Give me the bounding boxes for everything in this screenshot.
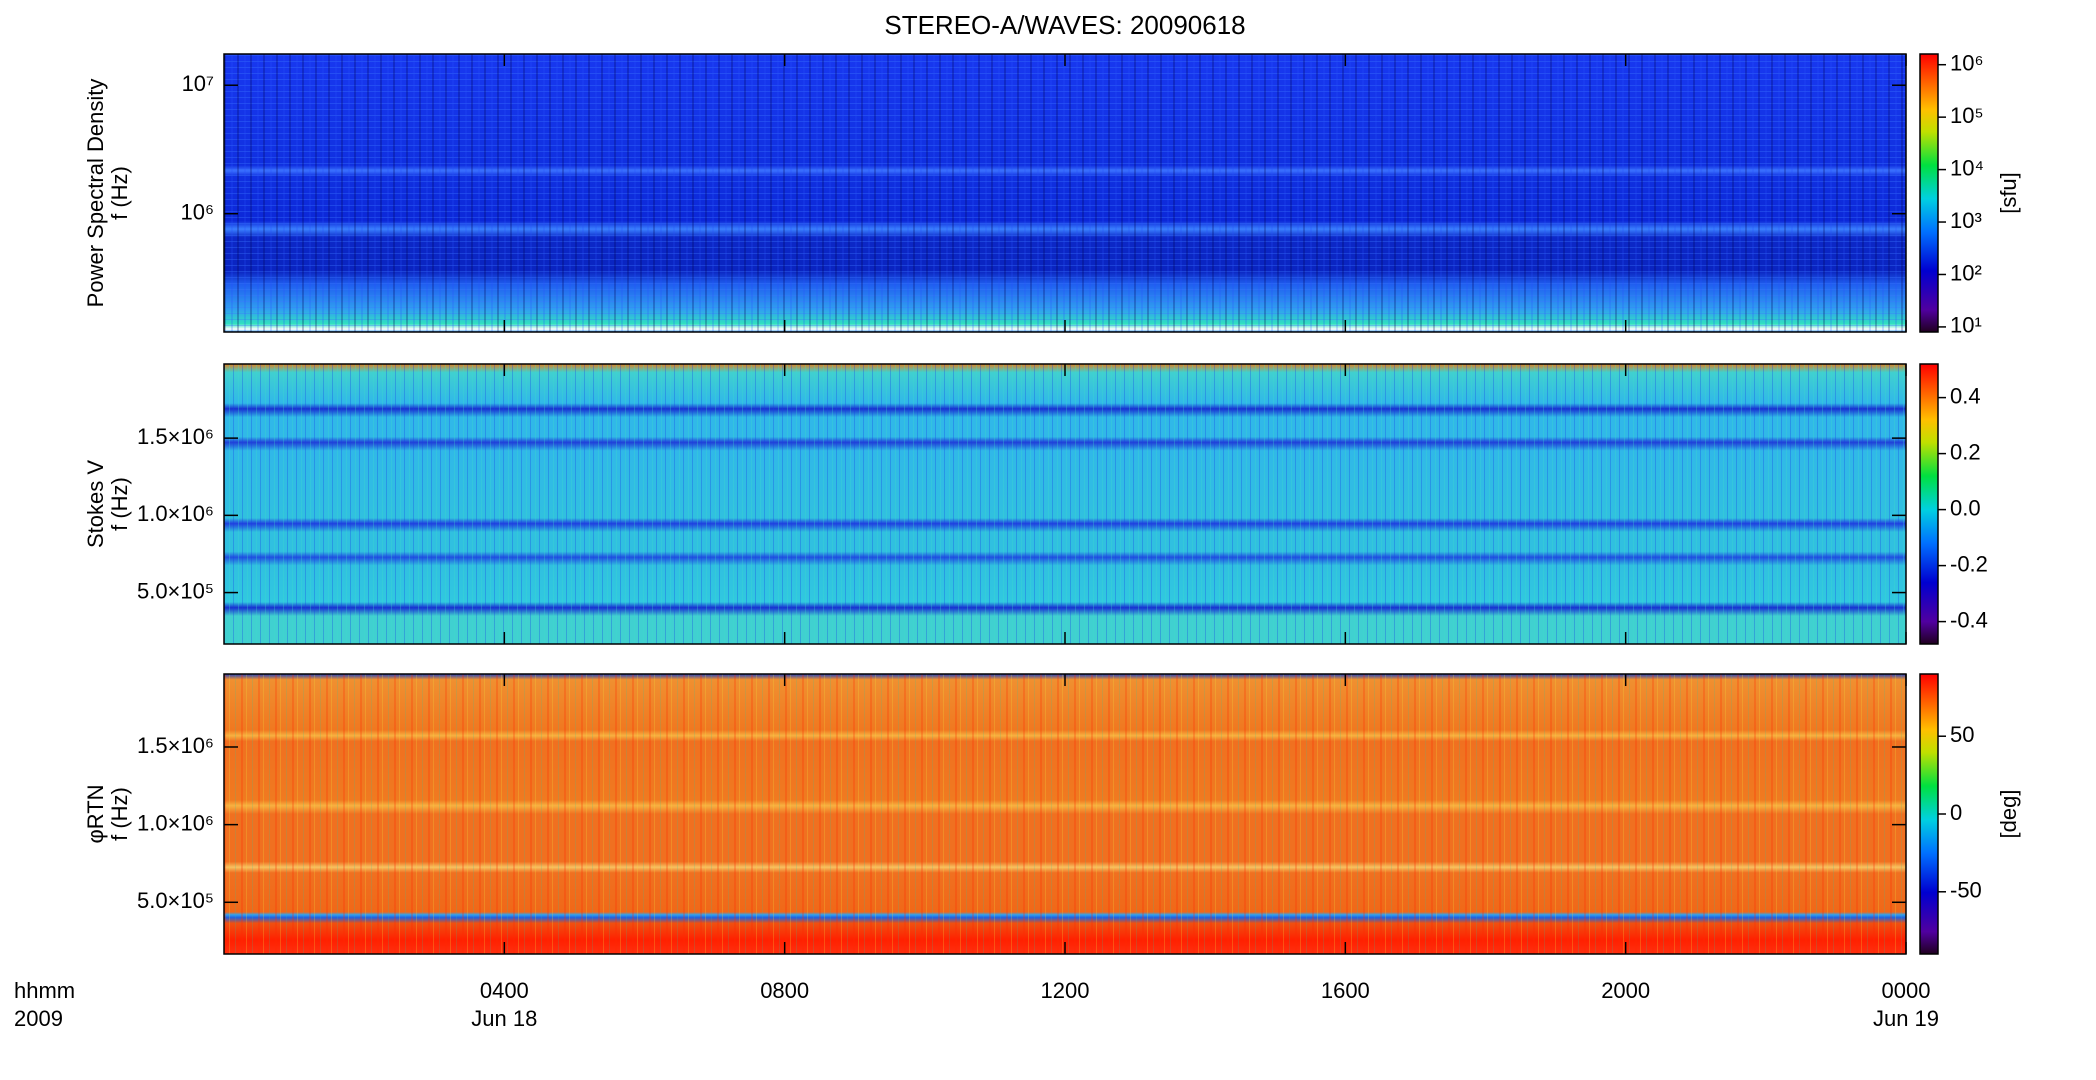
colorbar-tick-label: 10¹ <box>1950 313 1982 338</box>
spectrogram-panel <box>224 54 1906 332</box>
x-tick-label: 0000 <box>1882 978 1931 1003</box>
y-tick-label: 5.0×10⁵ <box>137 888 214 913</box>
y-tick-label: 5.0×10⁵ <box>137 578 214 603</box>
colorbar <box>1920 364 1938 644</box>
colorbar-tick-label: 50 <box>1950 722 1974 747</box>
y-axis-label: f (Hz) <box>107 787 132 841</box>
x-tick-label: 1200 <box>1041 978 1090 1003</box>
x-axis-label: hhmm <box>14 978 75 1003</box>
spectrogram-panel <box>224 364 1906 644</box>
colorbar-tick-label: 0 <box>1950 800 1962 825</box>
x-axis-label: 2009 <box>14 1006 63 1031</box>
y-tick-label: 1.0×10⁶ <box>137 501 214 526</box>
colorbar-tick-label: 0.4 <box>1950 383 1981 408</box>
colorbar-tick-label: -0.4 <box>1950 607 1988 632</box>
colorbar-label: [sfu] <box>1996 172 2021 214</box>
y-axis-label: f (Hz) <box>107 166 132 220</box>
x-tick-label: 1600 <box>1321 978 1370 1003</box>
x-tick-label: 2000 <box>1601 978 1650 1003</box>
y-tick-label: 10⁶ <box>180 200 214 225</box>
x-tick-label: 0800 <box>760 978 809 1003</box>
spectrogram-panel <box>224 674 1906 954</box>
x-date-label: Jun 19 <box>1873 1006 1939 1031</box>
colorbar-tick-label: 10³ <box>1950 208 1982 233</box>
y-axis-label: Power Spectral Density <box>83 79 108 308</box>
colorbar-frame <box>1919 673 1939 955</box>
y-axis-label: Stokes V <box>83 460 108 548</box>
colorbar-tick-label: 10² <box>1950 260 1982 285</box>
colorbar <box>1920 54 1938 332</box>
colorbar-tick-label: 10⁵ <box>1950 103 1984 128</box>
y-tick-label: 1.0×10⁶ <box>137 810 214 835</box>
colorbar-tick-label: 10⁴ <box>1950 155 1984 180</box>
plot-frame <box>223 53 1907 333</box>
colorbar-frame <box>1919 363 1939 645</box>
x-date-label: Jun 18 <box>471 1006 537 1031</box>
plot-frame <box>223 673 1907 955</box>
chart-title: STEREO-A/WAVES: 20090618 <box>884 10 1245 40</box>
colorbar-frame <box>1919 53 1939 333</box>
colorbar-tick-label: 10⁶ <box>1950 51 1984 76</box>
y-axis-label: f (Hz) <box>107 477 132 531</box>
plot-frame <box>223 363 1907 645</box>
colorbar-label: [deg] <box>1996 790 2021 839</box>
y-axis-label: φRTN <box>83 784 108 843</box>
colorbar <box>1920 674 1938 954</box>
colorbar-tick-label: -50 <box>1950 878 1982 903</box>
colorbar-tick-label: 0.2 <box>1950 439 1981 464</box>
y-tick-label: 1.5×10⁶ <box>137 733 214 758</box>
y-tick-label: 1.5×10⁶ <box>137 424 214 449</box>
colorbar-tick-label: 0.0 <box>1950 495 1981 520</box>
x-tick-label: 0400 <box>480 978 529 1003</box>
y-tick-label: 10⁷ <box>182 71 214 96</box>
colorbar-tick-label: -0.2 <box>1950 551 1988 576</box>
